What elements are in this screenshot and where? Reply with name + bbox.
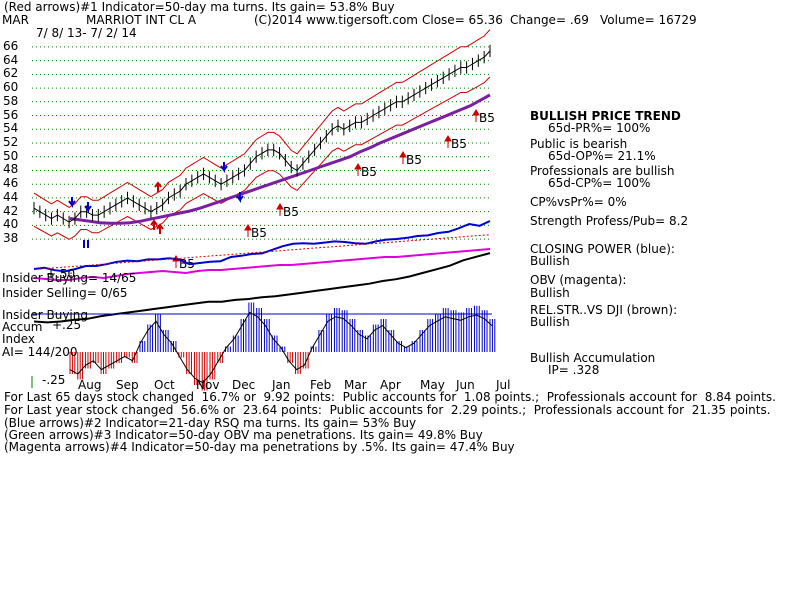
month-label: Feb	[310, 378, 332, 392]
y-tick-label: 52	[3, 135, 19, 149]
red-buy-arrow	[276, 203, 284, 216]
strength-ratio: Strength Profess/Pub= 8.2	[530, 214, 689, 228]
month-label: Mar	[344, 378, 367, 392]
blue-arrow	[220, 162, 228, 173]
y-tick-label: 48	[3, 162, 19, 177]
indicator-1-caption: (Red arrows)#1 Indicator=50-day ma turns…	[4, 0, 395, 14]
ai-value: AI= 144/200	[2, 345, 78, 359]
month-label: Nov	[196, 378, 220, 392]
y-tick-label: 62	[3, 66, 19, 81]
closing-power-ma	[39, 234, 491, 270]
upper-band-line	[33, 29, 491, 208]
insider-buying-count: Insider Buying= 14/65	[2, 271, 137, 285]
closing-power-line	[33, 220, 491, 273]
blue-marker	[83, 240, 89, 248]
b5-label: B5	[406, 153, 422, 167]
ma-50-line	[69, 93, 491, 225]
red-arrow	[150, 219, 158, 230]
ticker-symbol: MAR	[2, 13, 29, 27]
y-tick-label: 66	[3, 38, 19, 53]
close-price: Close= 65.36	[422, 13, 503, 27]
insider-buying-label: Insider Buying	[2, 308, 88, 322]
red-buy-arrow	[244, 224, 252, 237]
accum-label: Accum	[2, 320, 43, 334]
date-range: 7/ 8/ 13- 7/ 2/ 14	[36, 26, 137, 40]
y-tick-label: 64	[3, 52, 19, 67]
accum-minus25-label: -.25	[42, 373, 66, 387]
y-tick-label: 56	[3, 107, 19, 122]
y-tick-label: 40	[3, 217, 19, 232]
y-tick-label: 46	[3, 176, 19, 191]
accum-plus25-label: +.25	[52, 318, 82, 332]
closing-power-label: CLOSING POWER (blue):	[530, 242, 675, 256]
footer-green-arrows: (Green arrows)#3 Indicator=50-day OBV ma…	[4, 428, 483, 442]
red-buy-arrow	[472, 109, 480, 122]
y-tick-label: 60	[3, 80, 19, 95]
obv-value: Bullish	[530, 286, 570, 300]
y-tick-label: 44	[3, 189, 19, 204]
y-tick-label: 50	[3, 148, 19, 163]
y-tick-label: 58	[3, 93, 19, 108]
b5-label: B5	[361, 165, 377, 179]
price-trend-title: BULLISH PRICE TREND	[530, 109, 681, 123]
cp-vs-pr: CP%vsPr%= 0%	[530, 195, 627, 209]
rel-strength-line	[33, 252, 491, 324]
index-label: Index	[2, 332, 36, 346]
footer-65day-summary: For Last 65 days stock changed 16.7% or …	[4, 390, 776, 404]
footer-magenta-arrows: (Magenta arrows)#4 Indicator=50-day ma p…	[4, 440, 515, 454]
y-tick-label: 54	[3, 121, 19, 136]
blue-arrow	[236, 192, 244, 203]
accum-plus50-label: +.50	[46, 267, 76, 281]
month-label: May	[420, 378, 445, 392]
footer-blue-arrows: (Blue arrows)#2 Indicator=21-day RSQ ma …	[4, 416, 417, 430]
accum-ma-line	[69, 311, 493, 384]
obv-label: OBV (magenta):	[530, 273, 627, 287]
month-label: Oct	[154, 378, 175, 392]
ip-value: IP= .328	[548, 363, 600, 377]
price-line	[33, 50, 491, 223]
b5-label: B5	[251, 226, 267, 240]
price-change: Change= .69	[510, 13, 589, 27]
obv-line	[33, 248, 491, 281]
month-label: Aug	[78, 378, 102, 392]
month-label: Sep	[116, 378, 139, 392]
month-label: Jun	[456, 378, 475, 392]
relstr-label: REL.STR..VS DJI (brown):	[530, 303, 678, 317]
month-label: Jul	[496, 378, 511, 392]
y-tick-label: 38	[3, 231, 19, 246]
public-status: Public is bearish	[530, 137, 628, 151]
red-arrow	[156, 223, 164, 234]
op-value: 65d-OP%= 21.1%	[548, 149, 656, 163]
b5-label: B5	[451, 137, 467, 151]
red-buy-arrow	[399, 151, 407, 164]
company-name: MARRIOT INT CL A	[86, 13, 197, 27]
red-arrow	[154, 181, 162, 192]
volume-text: Volume= 16729	[600, 13, 697, 27]
month-label: Dec	[232, 378, 256, 392]
insider-selling-count: Insider Selling= 0/65	[2, 286, 128, 300]
b5-label: B5	[283, 205, 299, 219]
copyright-text: (C)2014 www.tigersoft.com	[254, 13, 418, 27]
b5-label: B5	[479, 111, 495, 125]
month-label: Jan	[272, 378, 291, 392]
footer-year-summary: For Last year stock changed 56.6% or 23.…	[4, 403, 771, 417]
blue-arrow	[84, 202, 92, 213]
red-buy-arrow	[444, 135, 452, 148]
closing-power-value: Bullish	[530, 254, 570, 268]
professionals-status: Professionals are bullish	[530, 164, 675, 178]
cp-value: 65d-CP%= 100%	[548, 176, 651, 190]
y-tick-label: 42	[3, 203, 19, 218]
accumulation-status: Bullish Accumulation	[530, 351, 656, 365]
month-label: Apr	[380, 378, 401, 392]
lower-band-line	[33, 76, 491, 240]
red-buy-arrow	[354, 163, 362, 176]
pr-value: 65d-PR%= 100%	[548, 121, 651, 135]
relstr-value: Bullish	[530, 315, 570, 329]
blue-arrow	[68, 197, 76, 208]
